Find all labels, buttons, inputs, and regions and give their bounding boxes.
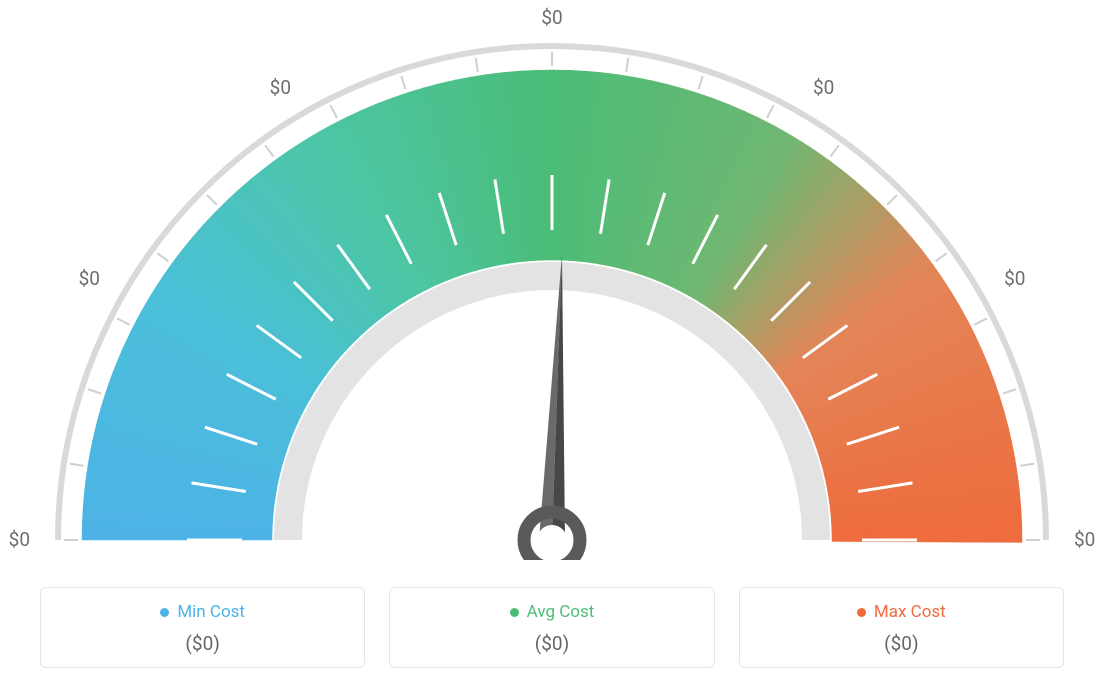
- legend-label: Avg Cost: [527, 602, 595, 622]
- legend-header: Min Cost: [51, 602, 354, 622]
- legend-header: Max Cost: [750, 602, 1053, 622]
- legend-row: Min Cost ($0) Avg Cost ($0) Max Cost ($0): [40, 587, 1064, 668]
- legend-label: Max Cost: [874, 602, 946, 622]
- legend-dot-icon: [160, 608, 169, 617]
- legend-label: Min Cost: [177, 602, 245, 622]
- legend-dot-icon: [510, 608, 519, 617]
- gauge-tick-label: $0: [9, 528, 30, 551]
- gauge-tick-label: $0: [79, 267, 100, 290]
- legend-card: Max Cost ($0): [739, 587, 1064, 668]
- legend-dot-icon: [857, 608, 866, 617]
- gauge-tick-label: $0: [813, 76, 834, 99]
- legend-card: Min Cost ($0): [40, 587, 365, 668]
- legend-card: Avg Cost ($0): [389, 587, 714, 668]
- gauge-tick-label: $0: [541, 6, 562, 29]
- legend-value: ($0): [51, 632, 354, 655]
- gauge-tick-label: $0: [270, 76, 291, 99]
- legend-value: ($0): [750, 632, 1053, 655]
- legend-header: Avg Cost: [400, 602, 703, 622]
- gauge-svg: $0 $0 $0 $0 $0 $0 $0: [0, 0, 1104, 560]
- gauge-chart: $0 $0 $0 $0 $0 $0 $0: [0, 0, 1104, 560]
- legend-value: ($0): [400, 632, 703, 655]
- gauge-tick-label: $0: [1074, 528, 1095, 551]
- gauge-tick-label: $0: [1004, 267, 1025, 290]
